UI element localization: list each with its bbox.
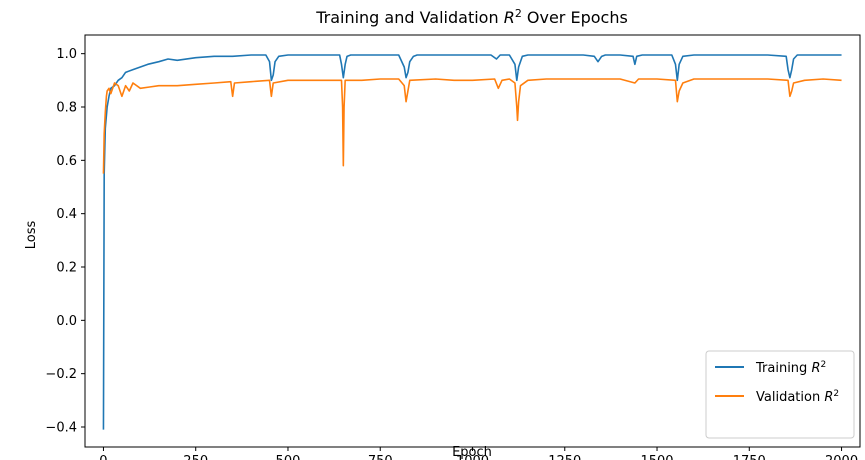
x-axis-ticks: 0 250 500 750 1000 1250 1500 1750 2000 (99, 447, 858, 460)
plot-area: 0 250 500 750 1000 1250 1500 1750 2000 −0.4 −0.2 0… (45, 34, 861, 460)
legend: Training R2 Validation R2 (705, 350, 855, 439)
y-tick-label: 0.8 (56, 101, 77, 116)
y-tick-label: −0.4 (45, 421, 77, 436)
x-tick-label: 1250 (548, 454, 581, 460)
legend-label-training: Training R2 (755, 360, 826, 376)
x-tick-label: 2000 (825, 454, 858, 460)
y-tick-label: 0.4 (56, 207, 77, 222)
legend-box (705, 350, 855, 439)
y-tick-label: 0.6 (56, 154, 77, 169)
x-tick-label: 750 (368, 454, 393, 460)
x-tick-label: 500 (276, 454, 301, 460)
y-tick-label: 0.0 (56, 314, 77, 329)
x-tick-label: 0 (99, 454, 107, 460)
series-layer (102, 54, 842, 430)
series-line-validation (102, 78, 842, 174)
x-tick-label: 1000 (456, 454, 489, 460)
x-tick-label: 250 (183, 454, 208, 460)
y-axis-label: Loss (24, 221, 39, 250)
series-line-training (102, 54, 842, 430)
y-axis-ticks: −0.4 −0.2 0.0 0.2 0.4 0.6 0.8 1.0 (45, 47, 85, 436)
y-tick-label: 0.2 (56, 261, 77, 276)
y-tick-label: −0.2 (45, 367, 77, 382)
legend-label-validation: Validation R2 (756, 389, 839, 405)
chart-title: Training and Validation R2 Over Epochs (315, 7, 628, 27)
y-tick-label: 1.0 (56, 47, 77, 62)
x-tick-label: 1500 (640, 454, 673, 460)
x-tick-label: 1750 (733, 454, 766, 460)
x-axis-label: Epoch (452, 445, 492, 460)
